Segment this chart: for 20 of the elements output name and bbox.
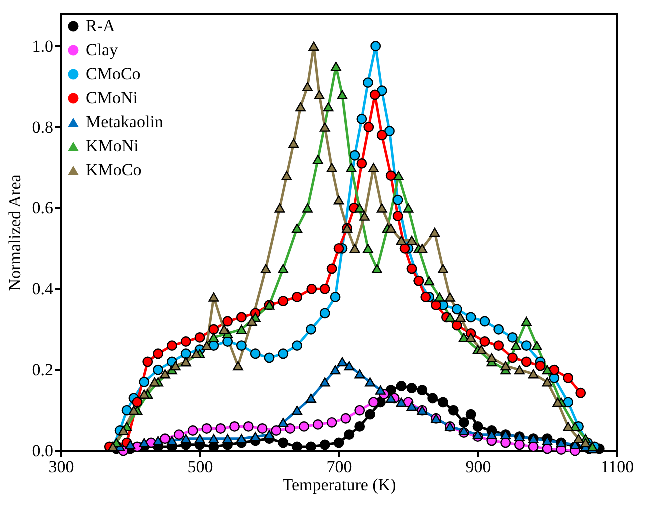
legend-label: R-A bbox=[86, 16, 116, 36]
legend-label: CMoNi bbox=[86, 88, 138, 108]
x-axis-title: Temperature (K) bbox=[282, 476, 396, 494]
x-tick-label: 500 bbox=[188, 458, 214, 476]
y-tick-label: 0.4 bbox=[32, 280, 54, 299]
legend-label: KMoNi bbox=[86, 136, 140, 156]
x-tick-label: 300 bbox=[48, 458, 74, 476]
x-tick-label: 1100 bbox=[600, 458, 634, 476]
y-tick-label: 0.0 bbox=[32, 442, 54, 460]
legend-label: CMoCo bbox=[86, 64, 141, 84]
y-tick-label: 0.6 bbox=[32, 198, 54, 218]
legend-label: Clay bbox=[86, 40, 119, 60]
y-tick-label: 0.2 bbox=[32, 360, 54, 380]
y-tick-label: 0.8 bbox=[32, 118, 54, 137]
x-tick-label: 700 bbox=[326, 458, 352, 476]
x-tick-label: 900 bbox=[466, 458, 492, 476]
y-tick-label: 1.0 bbox=[32, 36, 54, 56]
y-axis-title: Normalized Area bbox=[5, 174, 24, 292]
legend-label: KMoCo bbox=[86, 160, 142, 180]
legend-label: Metakaolin bbox=[86, 112, 164, 132]
